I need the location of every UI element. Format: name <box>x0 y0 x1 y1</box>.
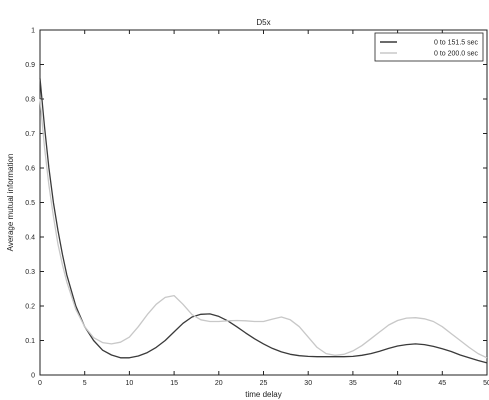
y-tick-label: 0.3 <box>25 269 35 276</box>
x-tick-label: 0 <box>38 380 42 387</box>
x-tick-label: 45 <box>438 380 446 387</box>
y-tick-label: 0.4 <box>25 235 35 242</box>
series-line-1 <box>39 78 488 364</box>
x-tick-label: 10 <box>126 380 134 387</box>
x-tick-label: 40 <box>394 380 402 387</box>
x-tick-label: 25 <box>260 380 268 387</box>
y-tick-label: 0.5 <box>25 200 35 207</box>
chart-title: D5x <box>256 18 270 27</box>
x-tick-label: 5 <box>83 380 87 387</box>
x-tick-label: 15 <box>170 380 178 387</box>
x-tick-label: 20 <box>215 380 223 387</box>
plot-area <box>39 29 488 376</box>
y-tick-label: 1 <box>31 28 35 35</box>
y-tick-label: 0.1 <box>25 338 35 345</box>
series-line-2 <box>39 98 488 359</box>
x-tick-label: 50 <box>483 380 489 387</box>
legend-box <box>374 32 484 62</box>
x-tick-label: 35 <box>349 380 357 387</box>
y-tick-label: 0.9 <box>25 62 35 69</box>
y-tick-label: 0.7 <box>25 131 35 138</box>
y-axis-label: Average mutual information <box>6 154 15 252</box>
legend: 0 to 151.5 sec 0 to 200.0 sec <box>374 32 484 62</box>
y-tick-label: 0.8 <box>25 97 35 104</box>
series-layer <box>39 78 488 364</box>
x-tick-label: 30 <box>304 380 312 387</box>
y-tick-label: 0.2 <box>25 304 35 311</box>
x-axis-label: time delay <box>245 390 281 399</box>
y-tick-label: 0.6 <box>25 166 35 173</box>
y-tick-label: 0 <box>31 373 35 380</box>
legend-label: 0 to 151.5 sec <box>434 40 478 47</box>
legend-label: 0 to 200.0 sec <box>434 51 478 58</box>
